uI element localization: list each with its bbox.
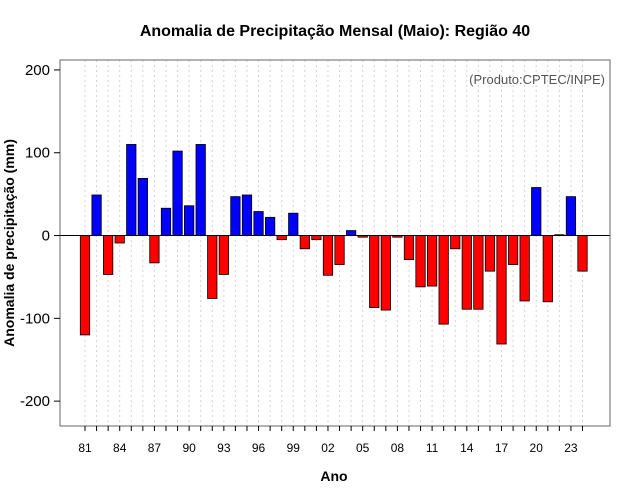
bar-2007 xyxy=(380,235,391,311)
bar-1986 xyxy=(137,178,148,236)
x-tick-label: 11 xyxy=(426,441,439,455)
bars xyxy=(79,144,588,345)
bar-2019 xyxy=(519,235,530,302)
bar-2013 xyxy=(450,235,461,250)
x-tick-label: 23 xyxy=(564,441,578,455)
bar-1983 xyxy=(103,235,114,275)
x-tick-label: 81 xyxy=(78,441,92,455)
y-tick-label: 200 xyxy=(25,62,50,79)
y-tick-label: 100 xyxy=(25,145,50,162)
bar-2020 xyxy=(531,187,542,236)
y-tick-label: -100 xyxy=(20,310,50,327)
bar-1994 xyxy=(230,196,241,236)
bar-2012 xyxy=(438,235,449,325)
bar-1999 xyxy=(288,212,299,236)
x-tick-label: 99 xyxy=(287,441,301,455)
x-tick-label: 84 xyxy=(113,441,127,455)
y-tick-label: 0 xyxy=(42,228,50,245)
x-tick-label: 05 xyxy=(356,441,370,455)
bar-1990 xyxy=(184,205,195,236)
bar-2011 xyxy=(426,235,438,287)
bar-2021 xyxy=(542,235,553,303)
bar-2015 xyxy=(473,235,484,310)
vertical-gridlines xyxy=(84,60,584,426)
bar-2004 xyxy=(346,230,357,236)
bar-1992 xyxy=(207,235,218,299)
bar-1985 xyxy=(126,144,137,236)
bar-1991 xyxy=(195,144,206,236)
x-tick-label: 14 xyxy=(460,441,474,455)
x-tick-label: 96 xyxy=(252,441,266,455)
y-axis: -200 -100 0 100 200 xyxy=(20,62,60,410)
x-tick-label: 20 xyxy=(530,441,544,455)
x-tick-label: 17 xyxy=(495,441,509,455)
x-axis: 81 84 87 90 93 96 99 02 05 08 11 14 17 20 23 xyxy=(78,426,584,455)
bar-2003 xyxy=(334,235,345,265)
bar-1984 xyxy=(114,235,125,244)
x-tick-label: 90 xyxy=(182,441,196,455)
y-tick-label: -200 xyxy=(20,393,50,410)
bar-1982 xyxy=(91,194,102,236)
x-tick-label: 08 xyxy=(391,441,405,455)
x-tick-label: 93 xyxy=(217,441,231,455)
bar-2018 xyxy=(507,235,519,265)
bar-1996 xyxy=(253,211,264,236)
bar-2000 xyxy=(299,235,310,250)
bar-2017 xyxy=(496,235,507,345)
bar-1997 xyxy=(265,216,276,236)
bar-2002 xyxy=(322,235,334,276)
bar-2014 xyxy=(461,235,472,310)
bar-1993 xyxy=(218,235,229,275)
source-annotation: (Produto:CPTEC/INPE) xyxy=(469,72,605,87)
bar-1987 xyxy=(149,235,160,264)
bar-2023 xyxy=(565,196,577,236)
chart-title: Anomalia de Precipitação Mensal (Maio): … xyxy=(140,23,530,40)
bar-2006 xyxy=(369,235,380,308)
bar-2016 xyxy=(484,235,496,272)
bar-1989 xyxy=(172,150,183,236)
bar-2001 xyxy=(311,235,322,241)
plot-frame xyxy=(59,59,611,427)
bar-1981 xyxy=(79,235,91,336)
bar-1998 xyxy=(276,235,287,241)
bar-2024 xyxy=(577,235,588,272)
x-axis-label: Ano xyxy=(320,468,347,484)
bar-2010 xyxy=(415,235,426,288)
y-axis-label: Anomalia de precipitação (mm) xyxy=(1,139,17,347)
x-tick-label: 87 xyxy=(148,441,162,455)
bar-2009 xyxy=(403,235,415,260)
bar-1995 xyxy=(241,194,253,236)
bar-1988 xyxy=(160,207,172,236)
x-tick-label: 02 xyxy=(321,441,335,455)
